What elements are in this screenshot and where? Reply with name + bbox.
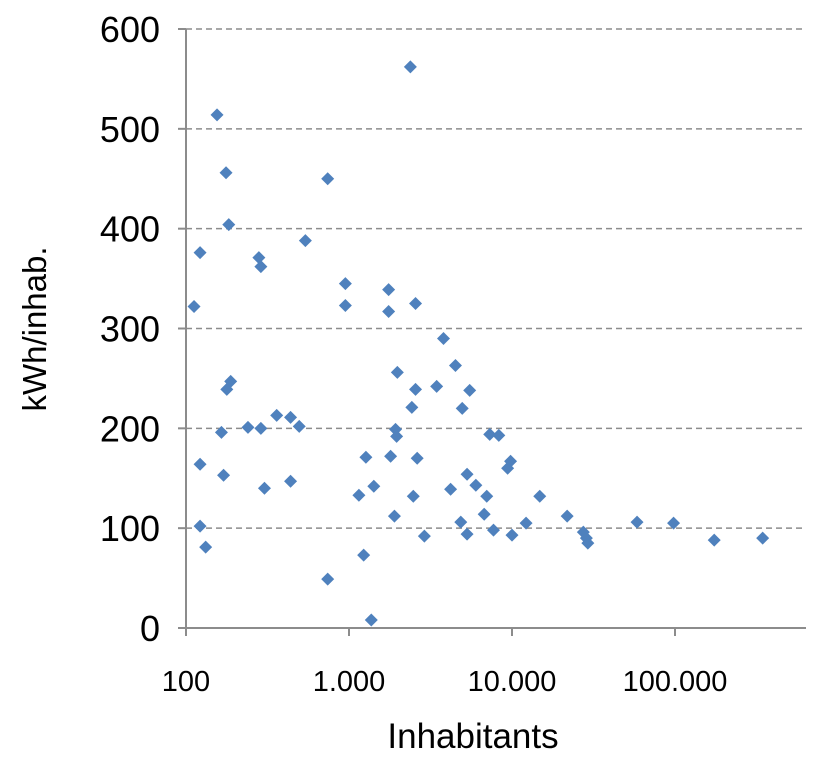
data-point bbox=[270, 408, 284, 422]
data-point bbox=[560, 509, 574, 523]
data-point bbox=[359, 450, 373, 464]
data-point bbox=[217, 468, 231, 482]
data-point bbox=[448, 358, 462, 372]
data-point bbox=[338, 299, 352, 313]
data-point bbox=[222, 218, 236, 232]
data-point bbox=[382, 305, 396, 319]
data-point bbox=[257, 481, 271, 495]
data-point bbox=[364, 613, 378, 627]
y-tick-label: 100 bbox=[100, 508, 160, 549]
gridlines bbox=[186, 28, 806, 529]
data-point bbox=[533, 489, 547, 503]
data-point bbox=[292, 419, 306, 433]
data-point bbox=[284, 474, 298, 488]
y-tick-label: 500 bbox=[100, 109, 160, 150]
data-points bbox=[187, 60, 770, 627]
data-point bbox=[254, 421, 268, 435]
y-tick-label: 0 bbox=[140, 608, 160, 649]
data-point bbox=[199, 540, 213, 554]
data-point bbox=[384, 449, 398, 463]
data-point bbox=[581, 536, 595, 550]
x-tick-label: 100.000 bbox=[623, 666, 728, 698]
data-point bbox=[756, 531, 770, 545]
data-point bbox=[469, 478, 483, 492]
data-point bbox=[387, 509, 401, 523]
data-point bbox=[409, 382, 423, 396]
data-point bbox=[430, 379, 444, 393]
data-point bbox=[193, 246, 207, 260]
x-axis-title: Inhabitants bbox=[387, 717, 558, 755]
data-point bbox=[367, 479, 381, 493]
data-point bbox=[252, 251, 266, 265]
x-tick-label: 10.000 bbox=[468, 666, 557, 698]
y-tick-label: 400 bbox=[100, 209, 160, 250]
data-point bbox=[667, 516, 681, 530]
y-tick-label: 200 bbox=[100, 408, 160, 449]
data-point bbox=[321, 572, 335, 586]
data-point bbox=[390, 365, 404, 379]
data-point bbox=[483, 427, 497, 441]
y-tick-label: 300 bbox=[100, 309, 160, 350]
x-tick-label: 100 bbox=[162, 666, 210, 698]
data-point bbox=[405, 400, 419, 414]
data-point bbox=[492, 428, 506, 442]
data-point bbox=[454, 515, 468, 529]
data-point bbox=[486, 523, 500, 537]
data-point bbox=[193, 457, 207, 471]
data-point bbox=[219, 166, 233, 180]
data-point bbox=[403, 60, 417, 74]
data-point bbox=[224, 374, 238, 388]
data-point bbox=[444, 482, 458, 496]
data-point bbox=[480, 489, 494, 503]
data-point bbox=[210, 108, 224, 122]
data-point bbox=[352, 488, 366, 502]
data-point bbox=[321, 172, 335, 186]
data-point bbox=[455, 401, 469, 415]
data-point bbox=[298, 234, 312, 248]
data-point bbox=[437, 331, 451, 345]
data-point bbox=[193, 519, 207, 533]
data-point bbox=[406, 489, 420, 503]
data-point bbox=[630, 515, 644, 529]
data-point bbox=[707, 533, 721, 547]
y-axis-title: kWh/inhab. bbox=[16, 246, 53, 411]
data-point bbox=[284, 410, 298, 424]
axes bbox=[178, 28, 806, 636]
data-point bbox=[460, 527, 474, 541]
data-point bbox=[390, 429, 404, 443]
data-point bbox=[382, 283, 396, 297]
data-point bbox=[338, 277, 352, 291]
data-point bbox=[463, 383, 477, 397]
y-tick-label: 600 bbox=[100, 9, 160, 50]
data-point bbox=[241, 420, 255, 434]
data-point bbox=[214, 425, 228, 439]
data-point bbox=[417, 529, 431, 543]
data-point bbox=[460, 467, 474, 481]
data-point bbox=[504, 454, 518, 468]
data-point bbox=[410, 451, 424, 465]
data-point bbox=[505, 528, 519, 542]
data-point bbox=[477, 507, 491, 521]
x-tick-label: 1.000 bbox=[313, 666, 386, 698]
data-point bbox=[357, 548, 371, 562]
data-point bbox=[187, 300, 201, 314]
data-point bbox=[409, 297, 423, 311]
data-point bbox=[519, 516, 533, 530]
data-point bbox=[254, 260, 268, 274]
